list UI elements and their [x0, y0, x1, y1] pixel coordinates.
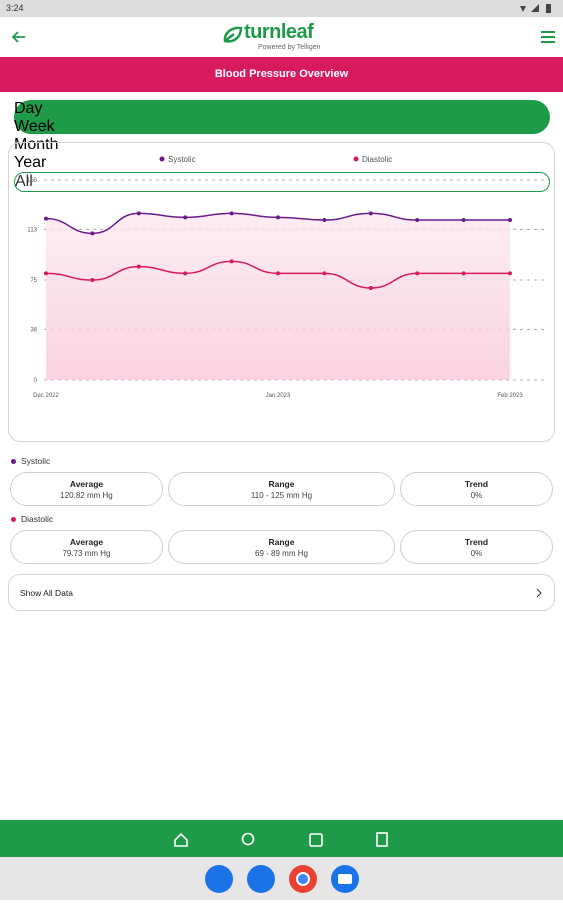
point: [183, 271, 188, 276]
stat-value: 0%: [470, 549, 483, 558]
tab[interactable]: All: [14, 172, 550, 192]
y-tick-label: 75: [30, 278, 37, 284]
nav-icons[interactable]: [0, 820, 563, 857]
show-all-label: Show All Data: [20, 588, 73, 598]
stat-label: Trend: [464, 537, 489, 547]
group-marker: [11, 459, 16, 464]
point: [183, 215, 188, 220]
point: [508, 218, 512, 222]
page-title: Blood Pressure Overview: [214, 68, 349, 80]
y-tick-label: 113: [27, 227, 37, 233]
point: [461, 271, 466, 276]
menu-button[interactable]: [540, 30, 556, 44]
stat-group: Diastolic Average 79.73 mm Hg Range 69 - 89 …: [0, 513, 563, 568]
group-title: Diastolic: [21, 514, 54, 524]
point: [90, 231, 95, 236]
stat-pill: Range 110 - 125 mm Hg: [168, 472, 395, 506]
chevron: [536, 588, 542, 598]
y-tick-label: 150: [27, 178, 38, 184]
point: [44, 216, 48, 221]
tab[interactable]: Week: [14, 118, 55, 135]
tab-bar: Day Week Month Year All: [14, 100, 550, 192]
x-tick-label: Dec 2022: [33, 393, 59, 399]
area: [46, 213, 510, 380]
tab[interactable]: Month: [14, 136, 59, 153]
group-title: Systolic: [21, 456, 51, 466]
legend-label: Systolic: [168, 155, 196, 164]
point: [229, 259, 234, 264]
chart-card: [8, 142, 555, 442]
y-tick-label: 38: [30, 327, 37, 333]
point: [415, 218, 420, 222]
status-bar: 3:24: [0, 0, 563, 17]
tab[interactable]: Year: [14, 154, 47, 171]
tab[interactable]: Day: [14, 100, 43, 117]
point: [90, 278, 95, 282]
legend-marker: [353, 156, 359, 162]
logo: turnleaf: [244, 21, 314, 43]
stat-label: Range: [268, 537, 295, 547]
stat-pill: Average 79.73 mm Hg: [10, 530, 163, 564]
legend-label: Diastolic: [362, 155, 392, 164]
dock: [0, 857, 563, 900]
stat-pill: Trend 0%: [400, 472, 553, 506]
point: [415, 271, 420, 276]
group-marker: [11, 517, 16, 522]
point: [368, 211, 373, 216]
logo-icon: [223, 26, 243, 43]
dock-apps[interactable]: [0, 857, 563, 900]
title-bar: Blood Pressure Overview: [0, 57, 563, 92]
stat-label: Range: [268, 479, 295, 489]
x-tick-label: Feb 2023: [497, 393, 523, 399]
stat-group: Systolic Average 120.82 mm Hg Range 110 - 12…: [0, 455, 563, 510]
stat-pill: Range 69 - 89 mm Hg: [168, 530, 395, 564]
tagline: Powered by Telligen: [258, 44, 321, 51]
show-all-data[interactable]: Show All Data: [8, 574, 555, 611]
stat-value: 110 - 125 mm Hg: [250, 491, 313, 500]
point: [136, 211, 141, 216]
point: [368, 286, 373, 290]
point: [322, 271, 327, 276]
point: [276, 215, 280, 220]
x-tick-label: Jan 2023: [266, 393, 291, 399]
stat-label: Average: [69, 479, 104, 489]
time: 3:24: [6, 3, 24, 13]
point: [229, 211, 234, 216]
back-button[interactable]: [10, 29, 28, 45]
point: [44, 271, 48, 276]
status-icons: [520, 4, 551, 13]
stat-value: 120.82 mm Hg: [60, 491, 113, 500]
stat-pill: Average 120.82 mm Hg: [10, 472, 163, 506]
point: [508, 271, 512, 276]
bottom-nav: [0, 820, 563, 857]
point: [322, 218, 327, 222]
chart: 0 38 75 113 150 Dec 2022 Jan 2023 Feb 2023 Systo…: [27, 155, 548, 399]
header: turnleaf Powered by Telligen: [0, 17, 563, 57]
y-tick-label: 0: [34, 378, 38, 384]
point: [136, 264, 141, 269]
legend-marker: [159, 156, 165, 162]
stat-value: 69 - 89 mm Hg: [255, 549, 308, 558]
stat-pill: Trend 0%: [400, 530, 553, 564]
point: [461, 218, 466, 222]
stat-label: Average: [69, 537, 104, 547]
stat-value: 0%: [470, 491, 483, 500]
stat-value: 79.73 mm Hg: [62, 549, 111, 558]
point: [276, 271, 280, 276]
stat-label: Trend: [464, 479, 489, 489]
